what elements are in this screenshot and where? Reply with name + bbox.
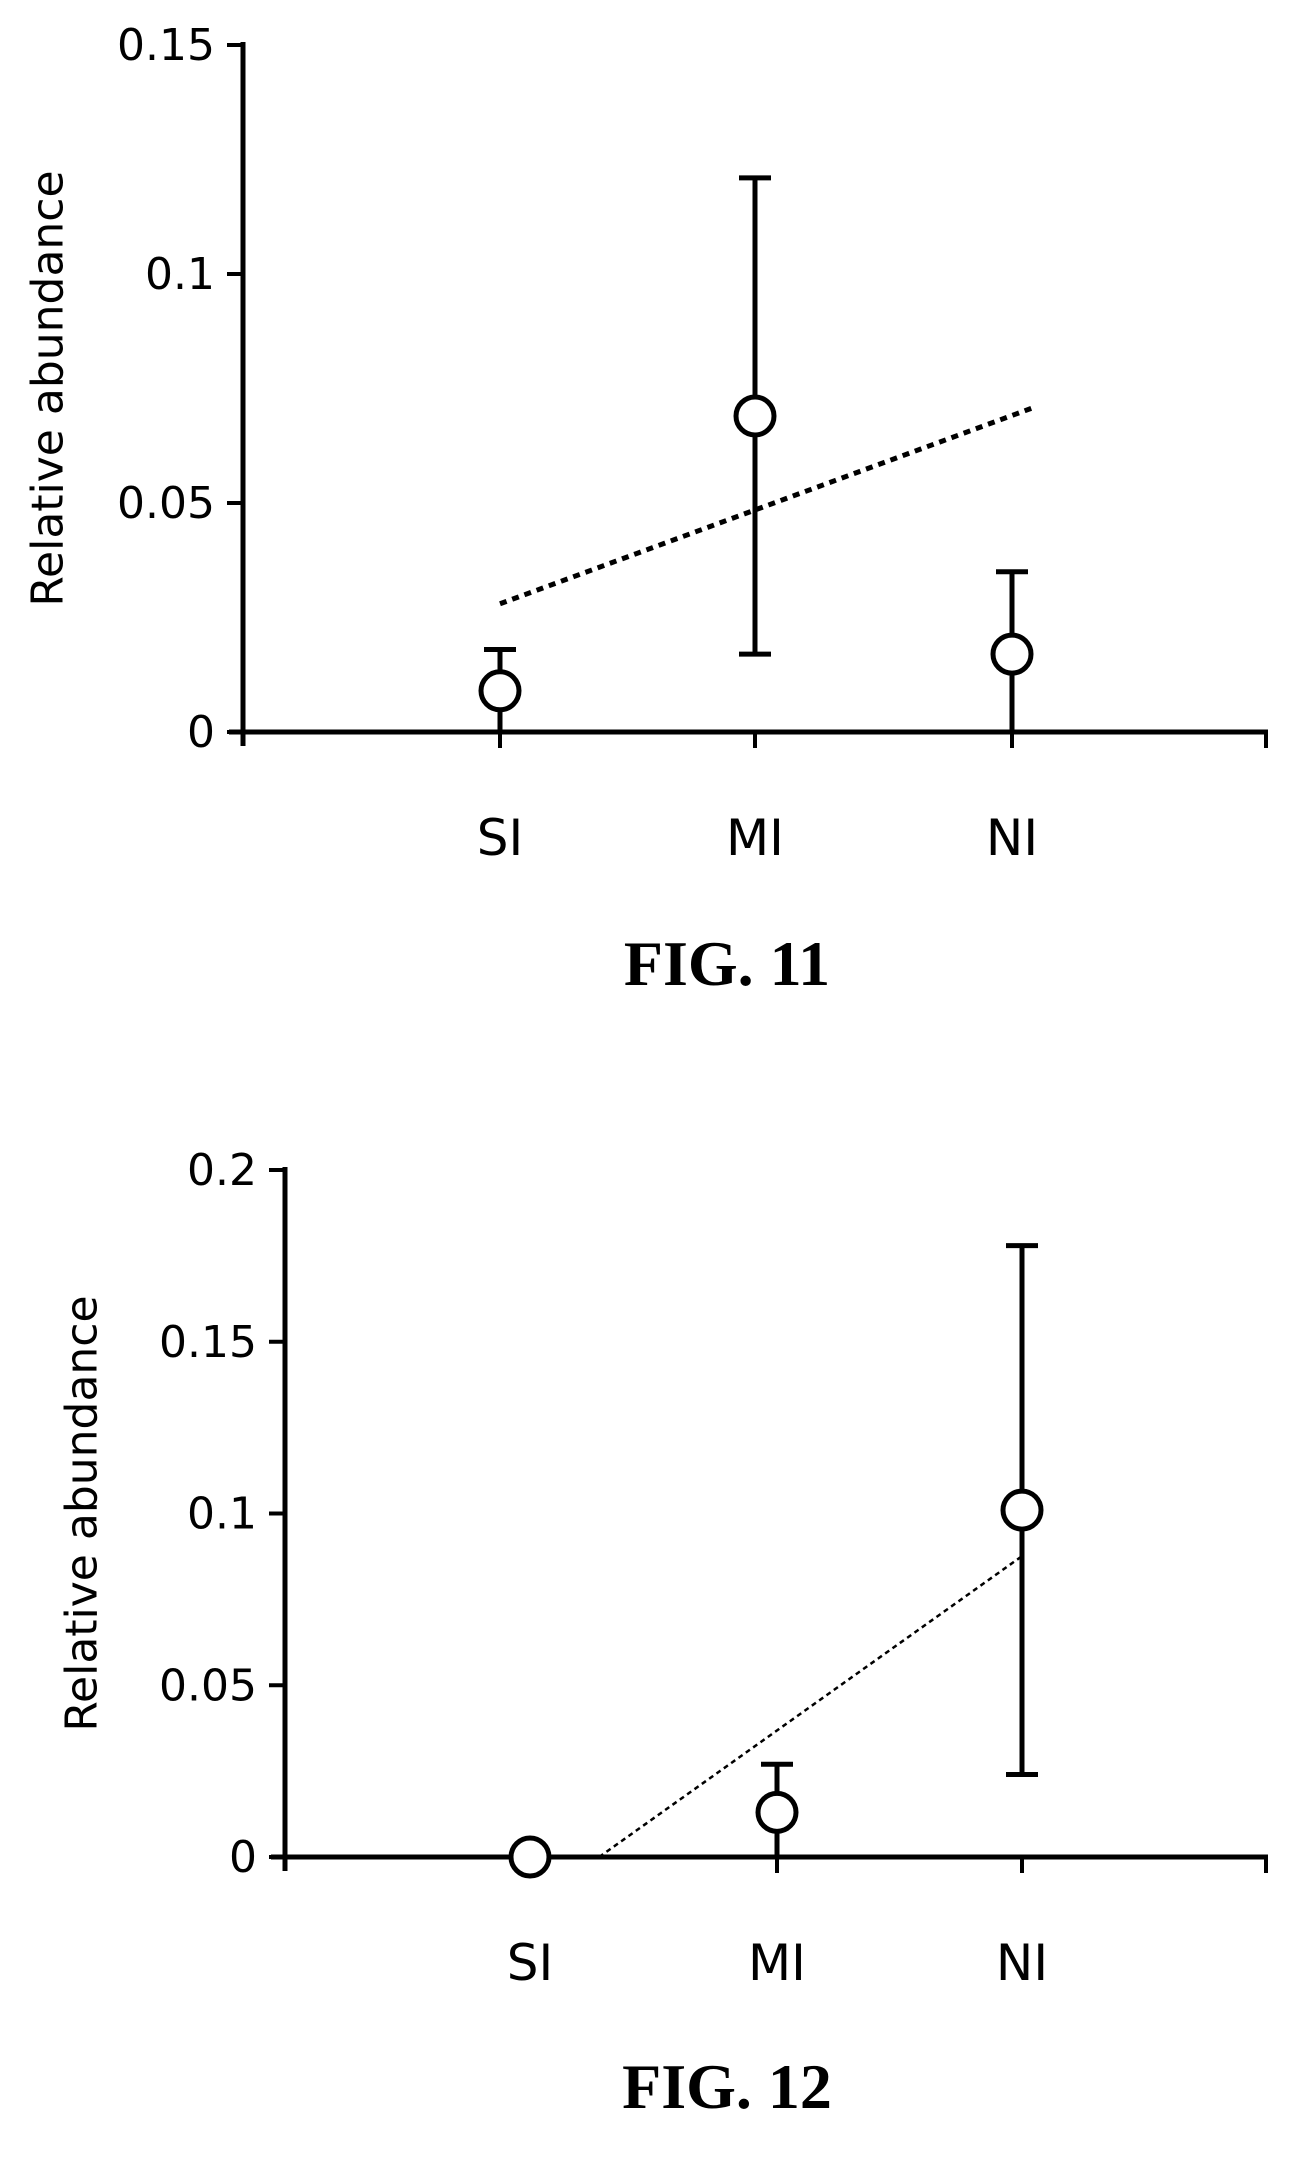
figure-caption: FIG. 12 [622,2051,832,2122]
y-tick-label: 0 [229,1832,257,1883]
y-tick-label: 0 [187,707,215,758]
x-tick-label-mi: MI [726,809,784,867]
y-tick-label: 0.05 [117,478,215,529]
x-tick-label-ni: NI [996,1934,1048,1992]
data-point-mi [755,1790,799,1834]
x-tick-label-si: SI [507,1934,553,1992]
y-tick-label: 0.05 [159,1660,257,1711]
x-tick-label-si: SI [477,809,523,867]
data-point-ni [990,632,1034,676]
data-point-mi [733,394,777,438]
y-tick-label: 0.15 [117,20,215,71]
x-tick-label-ni: NI [986,809,1038,867]
data-point-si [508,1835,552,1879]
y-tick-label: 0.1 [145,249,215,300]
data-point-si [478,669,522,713]
figure-caption: FIG. 11 [624,928,830,999]
trendline [598,1553,1025,1859]
x-tick-label-mi: MI [748,1934,806,1992]
chart-fig-11: 0 0.05 0.1 0.15 SI MI NI Relative abundance FIG.… [23,20,1268,999]
y-tick-label: 0.2 [187,1145,257,1196]
data-point-ni [1000,1488,1044,1532]
trendline [499,404,1037,607]
y-tick-label: 0.15 [159,1317,257,1368]
y-axis-title: Relative abundance [57,1295,108,1731]
chart-fig-12: 0 0.05 0.1 0.15 0.2 SI MI NI Relative abundance F… [57,1145,1268,2122]
y-axis-title: Relative abundance [23,170,74,606]
y-tick-label: 0.1 [187,1489,257,1540]
